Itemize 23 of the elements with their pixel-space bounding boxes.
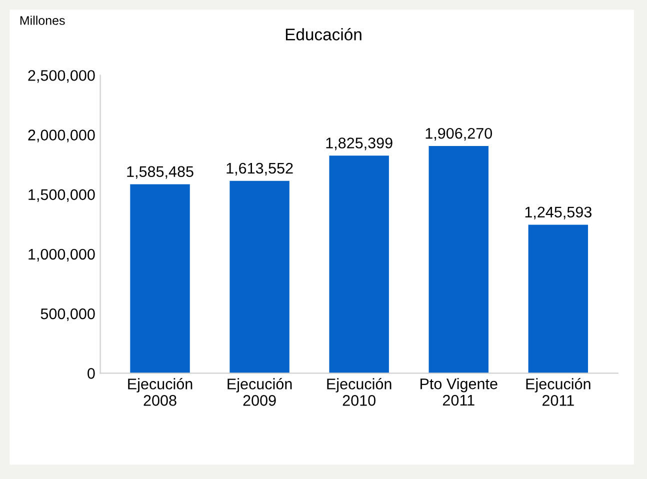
data-label: 1,245,593 [525, 206, 592, 220]
data-label: 1,585,485 [127, 166, 194, 179]
x-tick-label: Pto Vigente 2011 [420, 378, 498, 406]
x-tick-label: Ejecución 2010 [327, 378, 392, 406]
y-tick-label: 2,000,000 [28, 130, 95, 142]
data-label: 1,906,270 [426, 128, 492, 141]
bar [130, 184, 190, 374]
y-tick-label: 1,500,000 [28, 189, 95, 202]
chart-title: Educación [286, 28, 362, 40]
x-tick-label: Ejecución 2009 [228, 378, 292, 406]
y-tick-label: 0 [88, 368, 95, 379]
bar [428, 146, 488, 374]
text: Millones [20, 16, 65, 25]
y-tick-label: 2,500,000 [28, 70, 95, 83]
bar [528, 224, 588, 374]
data-label: 1,613,552 [226, 162, 293, 176]
data-label: 1,825,399 [326, 138, 392, 150]
bar [230, 180, 290, 374]
bar [329, 156, 389, 374]
y-tick-label: 500,000 [40, 308, 95, 322]
x-tick-label: Ejecución 2008 [128, 378, 192, 406]
y-tick-label: 1,000,000 [28, 248, 95, 262]
x-tick-label: Ejecución 2011 [526, 378, 590, 406]
